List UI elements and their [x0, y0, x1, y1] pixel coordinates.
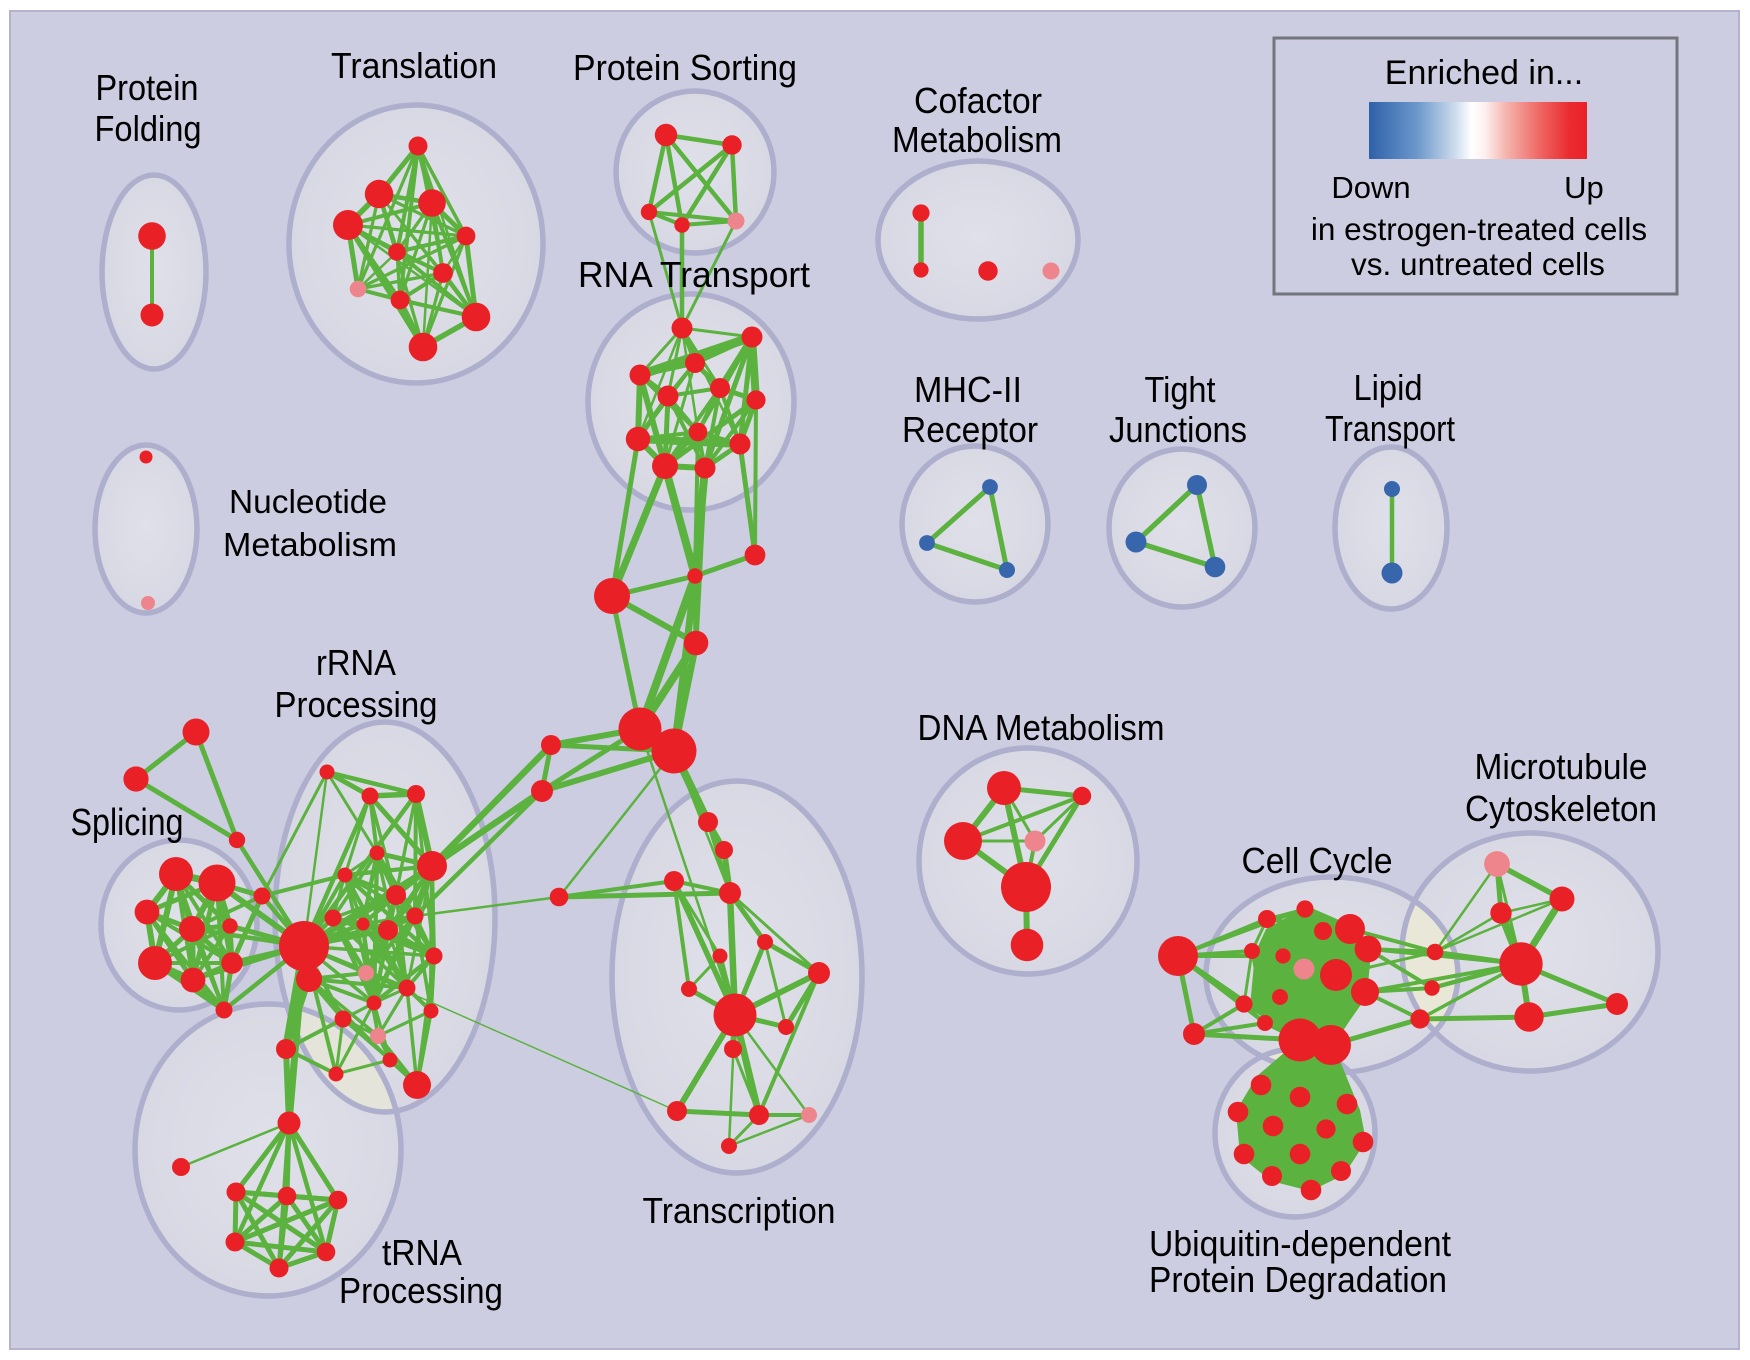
svg-text:in estrogen-treated cells: in estrogen-treated cells: [1311, 211, 1647, 247]
svg-text:Splicing: Splicing: [71, 802, 184, 844]
svg-text:tRNA: tRNA: [382, 1232, 462, 1273]
svg-text:Protein Sorting: Protein Sorting: [573, 47, 797, 88]
svg-text:Tight: Tight: [1145, 369, 1216, 410]
svg-text:Translation: Translation: [331, 45, 497, 86]
svg-text:MHC-II: MHC-II: [914, 369, 1022, 410]
svg-text:RNA Transport: RNA Transport: [578, 254, 810, 295]
svg-text:Protein Degradation: Protein Degradation: [1149, 1259, 1447, 1300]
svg-text:Down: Down: [1331, 170, 1410, 205]
svg-text:Ubiquitin-dependent: Ubiquitin-dependent: [1149, 1223, 1451, 1264]
svg-text:Cytoskeleton: Cytoskeleton: [1465, 788, 1657, 829]
svg-text:Junctions: Junctions: [1109, 409, 1247, 450]
svg-text:Lipid: Lipid: [1354, 367, 1423, 408]
svg-text:Cell Cycle: Cell Cycle: [1242, 840, 1393, 881]
svg-text:Receptor: Receptor: [902, 409, 1038, 450]
svg-text:Microtubule: Microtubule: [1475, 746, 1648, 787]
svg-text:Protein: Protein: [96, 67, 199, 108]
svg-text:Transcription: Transcription: [643, 1190, 836, 1231]
svg-text:Metabolism: Metabolism: [223, 526, 397, 563]
svg-text:Folding: Folding: [95, 108, 202, 149]
svg-text:Metabolism: Metabolism: [892, 119, 1062, 160]
svg-text:DNA Metabolism: DNA Metabolism: [918, 707, 1165, 748]
svg-text:Up: Up: [1564, 170, 1604, 205]
svg-text:Transport: Transport: [1325, 408, 1455, 449]
svg-text:rRNA: rRNA: [316, 642, 396, 683]
svg-text:Cofactor: Cofactor: [914, 80, 1042, 121]
svg-text:Enriched in...: Enriched in...: [1385, 54, 1583, 92]
svg-text:Processing: Processing: [275, 684, 438, 725]
svg-text:Nucleotide: Nucleotide: [229, 483, 387, 520]
svg-text:Processing: Processing: [339, 1270, 503, 1311]
svg-text:vs. untreated cells: vs. untreated cells: [1351, 246, 1605, 282]
